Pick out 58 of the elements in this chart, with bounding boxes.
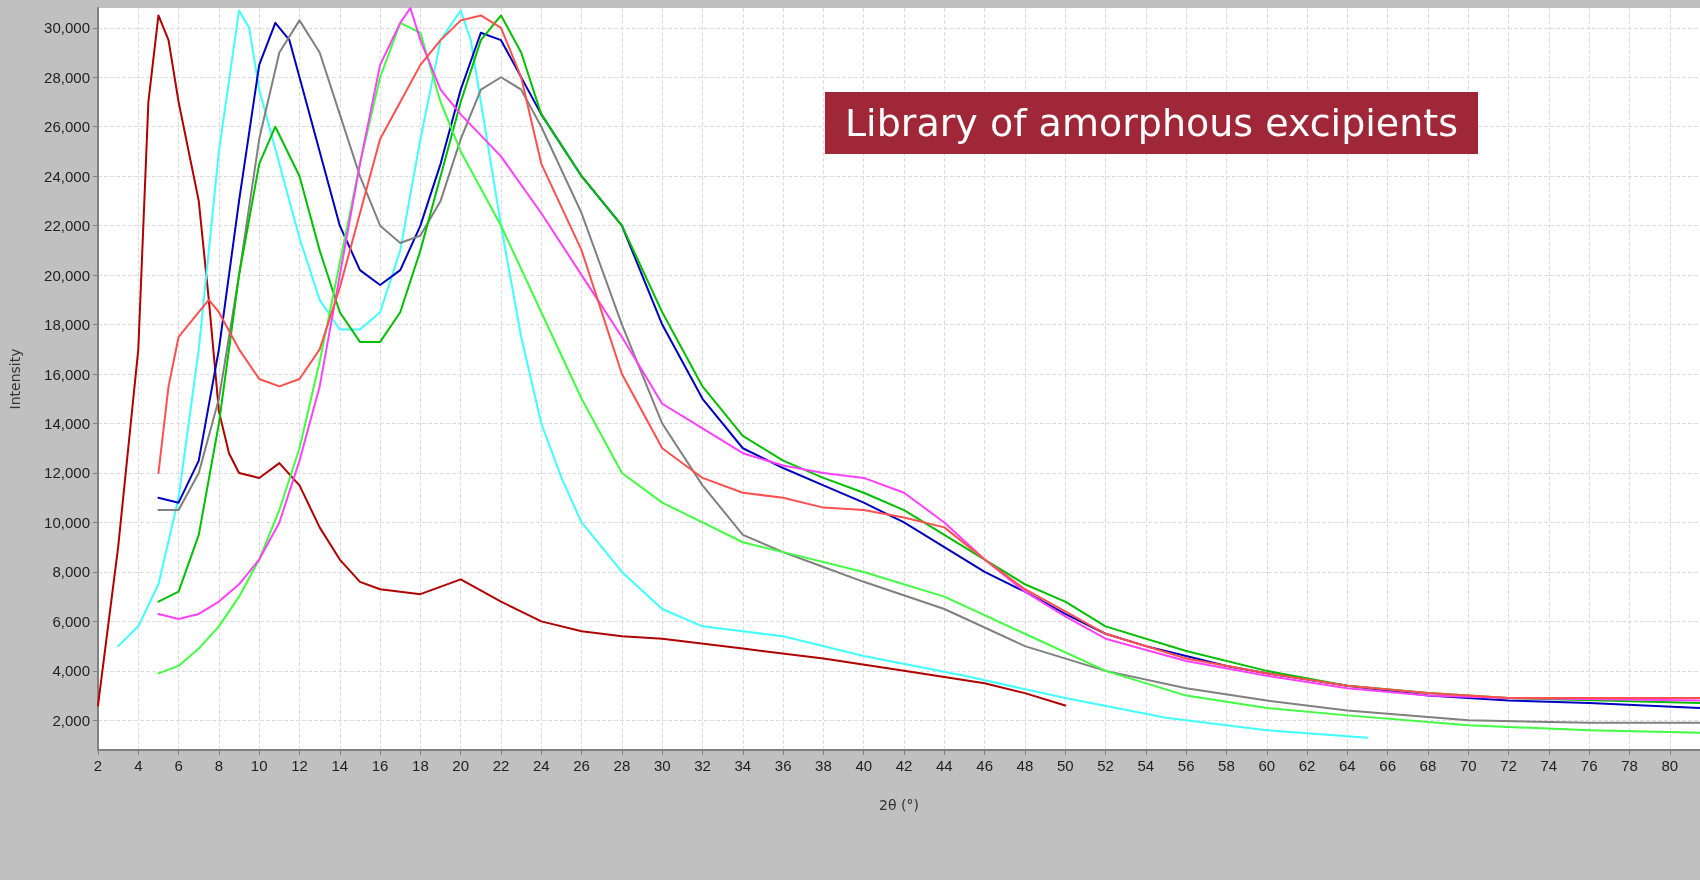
x-tick-label: 70 (1459, 757, 1477, 774)
x-tick-label: 48 (1016, 757, 1034, 774)
y-tick-label: 8,000 (52, 563, 90, 581)
y-tick-label: 18,000 (44, 316, 90, 334)
x-tick-label: 30 (653, 757, 671, 774)
text: Library of amorphous excipients (844, 101, 1459, 145)
y-tick-label: 24,000 (44, 167, 90, 185)
y-tick-label: 6,000 (52, 612, 90, 630)
x-tick-label: 24 (532, 757, 550, 774)
y-tick-label: 12,000 (44, 464, 90, 482)
x-tick-label: 10 (250, 757, 268, 774)
x-tick-label: 26 (573, 757, 590, 774)
x-tick-label: 64 (1339, 757, 1356, 774)
x-tick-label: 6 (174, 757, 183, 774)
x-tick-label: 78 (1621, 757, 1638, 774)
x-tick-label: 52 (1097, 757, 1114, 774)
x-tick-label: 38 (815, 757, 832, 774)
y-tick-label: 4,000 (52, 662, 90, 680)
y-tick-label: 2,000 (52, 711, 90, 729)
x-tick-label: 42 (895, 757, 913, 774)
y-tick-label: 16,000 (44, 365, 90, 383)
x-tick-label: 56 (1177, 757, 1195, 774)
x-tick-label: 58 (1218, 757, 1235, 774)
x-tick-label: 80 (1661, 757, 1679, 774)
x-tick-label: 16 (371, 757, 389, 774)
x-tick-label: 68 (1419, 757, 1437, 774)
y-tick-label: 28,000 (44, 68, 90, 86)
x-tick-label: 8 (214, 757, 224, 774)
y-tick-label: 30,000 (44, 19, 90, 37)
x-tick-label: 18 (412, 757, 429, 774)
x-axis-title: 2θ (°) (879, 797, 919, 813)
x-tick-label: 74 (1540, 757, 1558, 774)
x-tick-label: 76 (1580, 757, 1598, 774)
x-tick-label: 36 (774, 757, 792, 774)
x-tick-label: 34 (734, 757, 752, 774)
x-tick-label: 4 (134, 757, 143, 774)
x-tick-label: 46 (976, 757, 993, 774)
y-tick-label: 20,000 (44, 266, 90, 284)
x-tick-label: 12 (291, 757, 308, 774)
x-tick-label: 54 (1137, 757, 1155, 774)
x-tick-label: 62 (1298, 757, 1316, 774)
y-axis-title: Intensity (7, 348, 23, 410)
x-tick-label: 40 (855, 757, 873, 774)
x-tick-label: 28 (613, 757, 631, 774)
y-tick-label: 22,000 (44, 217, 90, 235)
x-tick-label: 14 (331, 757, 349, 774)
x-tick-label: 66 (1379, 757, 1396, 774)
x-tick-label: 32 (694, 757, 711, 774)
y-tick-label: 26,000 (44, 118, 90, 136)
x-tick-label: 20 (452, 757, 470, 774)
x-tick-label: 22 (492, 757, 510, 774)
y-tick-label: 14,000 (44, 415, 90, 433)
x-tick-label: 2 (93, 757, 103, 774)
x-tick-label: 60 (1258, 757, 1276, 774)
x-tick-label: 50 (1056, 757, 1074, 774)
x-tick-label: 72 (1500, 757, 1517, 774)
y-tick-label: 10,000 (44, 513, 90, 531)
x-tick-label: 44 (936, 757, 953, 774)
